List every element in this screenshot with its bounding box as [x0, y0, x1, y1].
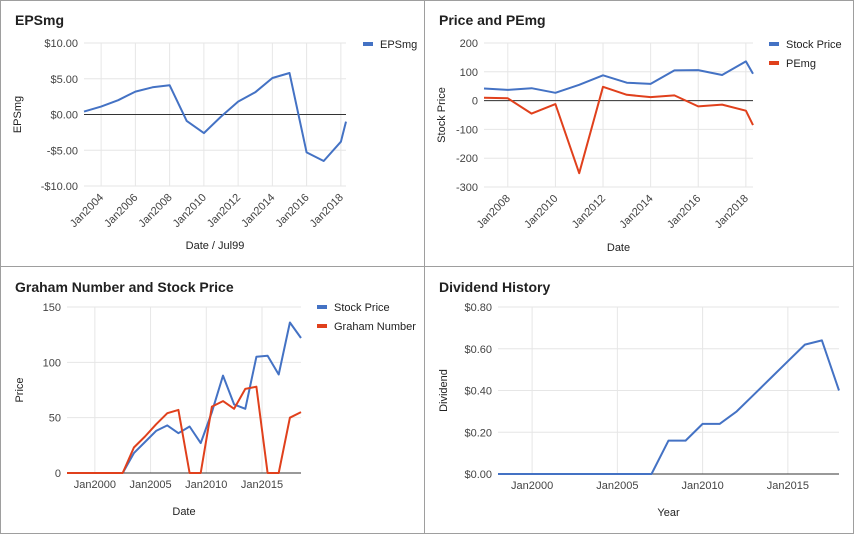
x-tick-label: Jan2012	[570, 193, 608, 231]
x-tick-label: Jan2010	[171, 192, 209, 230]
x-tick-label: Jan2012	[205, 192, 243, 230]
y-tick-label: $0.60	[464, 344, 492, 356]
y-tick-label: 100	[460, 67, 478, 79]
legend-swatch	[317, 305, 327, 309]
x-tick-label: Jan2006	[102, 192, 140, 230]
x-tick-label: Jan2000	[511, 480, 553, 492]
x-tick-label: Jan2005	[596, 480, 638, 492]
y-tick-label: $0.40	[464, 386, 492, 398]
price-pemg-chart-panel: Price and PEmg 200 100 0 -100 -200 -300 Jan2008…	[424, 0, 854, 267]
x-tick-label: Jan2008	[475, 193, 513, 231]
legend-label: Graham Number	[334, 321, 416, 333]
x-tick-label: Jan2014	[239, 192, 277, 230]
y-tick-label: $5.00	[50, 74, 78, 86]
legend-label: PEmg	[786, 58, 816, 70]
y-tick-label: 200	[460, 38, 478, 50]
x-axis-label: Date / Jul99	[186, 240, 245, 252]
x-tick-label: Jan2005	[129, 479, 171, 491]
legend-swatch	[317, 324, 327, 328]
y-tick-label: 0	[55, 468, 61, 480]
x-tick-label: Jan2016	[665, 193, 703, 231]
y-tick-label: -200	[456, 153, 478, 165]
x-tick-label: Jan2016	[273, 192, 311, 230]
y-tick-label: 100	[43, 357, 61, 369]
y-tick-label: 150	[43, 302, 61, 314]
x-tick-label: Jan2010	[522, 193, 560, 231]
y-tick-label: $0.80	[464, 302, 492, 314]
x-axis-label: Date	[607, 242, 630, 254]
x-tick-label: Jan2010	[185, 479, 227, 491]
x-tick-label: Jan2000	[74, 479, 116, 491]
epsmg-chart-panel: EPSmg $10.00 $5.00 $0.00 -$5.00 -$10.00 Jan200…	[0, 0, 425, 267]
y-axis-label: Stock Price	[436, 87, 448, 143]
y-tick-label: $10.00	[44, 38, 78, 50]
y-tick-label: -300	[456, 182, 478, 194]
y-tick-label: 0	[472, 96, 478, 108]
y-axis-label: EPSmg	[12, 96, 24, 133]
price-pemg-chart-title: Price and PEmg	[439, 12, 546, 28]
y-tick-label: $0.20	[464, 427, 492, 439]
x-tick-label: Jan2015	[241, 479, 283, 491]
x-tick-label: Jan2015	[767, 480, 809, 492]
graham-chart-title: Graham Number and Stock Price	[15, 279, 234, 295]
dividend-chart-title: Dividend History	[439, 279, 550, 295]
graham-number-chart: Graham Number and Stock Price 150 100 50 0 Ja…	[14, 279, 416, 518]
epsmg-chart-title: EPSmg	[15, 12, 64, 28]
y-tick-label: -$10.00	[41, 181, 78, 193]
y-axis-label: Price	[14, 377, 26, 402]
legend-swatch	[363, 42, 373, 46]
y-tick-label: $0.00	[50, 110, 78, 122]
x-tick-label: Jan2008	[136, 192, 174, 230]
x-axis-label: Date	[172, 506, 195, 518]
legend-label: Stock Price	[334, 302, 390, 314]
graham-series-line-2	[67, 385, 302, 474]
graham-number-chart-panel: Graham Number and Stock Price 150 100 50 0 Ja…	[0, 266, 425, 534]
y-axis-label: Dividend	[438, 369, 450, 412]
legend-swatch	[769, 61, 779, 65]
price-pemg-series-line-1	[483, 60, 754, 94]
epsmg-chart: EPSmg$10.00$5.00$0.00-$5.00-$10.00Jan200…	[12, 12, 417, 252]
legend-label: Stock Price	[786, 39, 842, 51]
dividend-history-chart: Dividend History $0.80 $0.60 $0.40 $0.20 $0.0…	[438, 279, 840, 519]
y-tick-label: $0.00	[464, 469, 492, 481]
x-axis-label: Year	[657, 507, 680, 519]
x-tick-label: Jan2010	[681, 480, 723, 492]
price-pemg-chart: Price and PEmg 200 100 0 -100 -200 -300Jan2008…	[436, 12, 842, 254]
y-tick-label: -100	[456, 124, 478, 136]
legend-swatch	[769, 42, 779, 46]
y-tick-label: 50	[49, 413, 61, 425]
price-pemg-series-line-2	[483, 85, 754, 175]
legend-label: EPSmg	[380, 39, 417, 51]
x-tick-label: Jan2018	[308, 192, 346, 230]
y-tick-label: -$5.00	[47, 145, 78, 157]
x-tick-label: Jan2014	[617, 193, 655, 231]
x-tick-label: Jan2004	[68, 192, 106, 230]
x-tick-label: Jan2018	[713, 193, 751, 231]
graham-series-line-1	[67, 321, 302, 474]
dividend-history-chart-panel: Dividend History $0.80 $0.60 $0.40 $0.20 $0.0…	[424, 266, 854, 534]
